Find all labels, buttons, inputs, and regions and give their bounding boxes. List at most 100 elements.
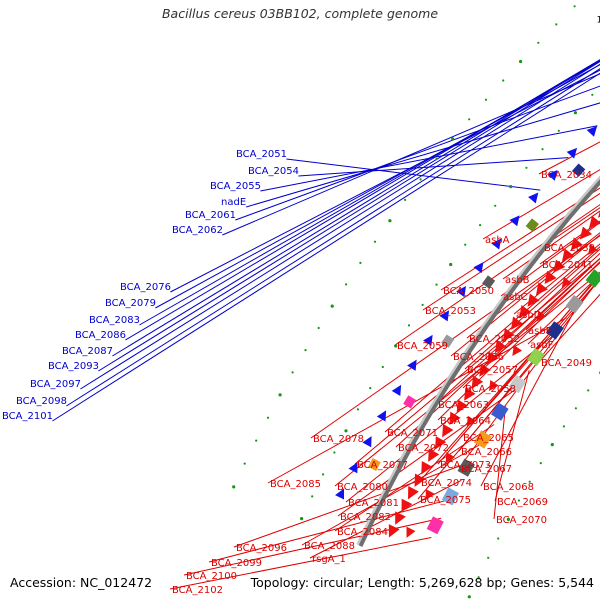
leader-line-left bbox=[286, 158, 541, 191]
leader-line-left bbox=[222, 73, 600, 236]
gene-label-right: BCA_2071 bbox=[387, 428, 438, 439]
gene-label-right: BCA_2059 bbox=[397, 341, 448, 352]
gene-box bbox=[403, 395, 417, 409]
tick-dot bbox=[266, 416, 270, 419]
gene-arrow bbox=[414, 473, 426, 487]
tick-labels: 1890 kbp1900 kbp1910 kbp1920 kbp1930 kbp… bbox=[597, 15, 600, 25]
leader-line-right bbox=[334, 424, 495, 532]
gene-box bbox=[441, 334, 455, 348]
leader-line-right bbox=[395, 257, 600, 448]
tick-dot bbox=[479, 224, 482, 227]
backbone-ring bbox=[358, 179, 600, 547]
gene-arrow bbox=[445, 452, 455, 464]
gene-label-right: rsgA_1 bbox=[312, 554, 346, 565]
gene-label-right: BCA_2056 bbox=[453, 352, 504, 363]
gene-label-left: BCA_2101 bbox=[2, 411, 53, 422]
tick-dot bbox=[356, 408, 359, 411]
gene-arrow bbox=[544, 270, 557, 284]
leader-line-right bbox=[527, 273, 600, 345]
leader-line-left bbox=[125, 59, 600, 341]
tick-dot bbox=[359, 261, 362, 264]
gene-box bbox=[585, 269, 600, 288]
gene-label-right: BCA_2099 bbox=[211, 558, 262, 569]
gene-box bbox=[525, 218, 539, 232]
gene-arrow bbox=[527, 293, 540, 307]
tick-dot bbox=[484, 98, 488, 101]
gene-label-left: BCA_2055 bbox=[210, 181, 261, 192]
gene-label-left: BCA_2079 bbox=[105, 298, 156, 309]
tick-dot bbox=[539, 462, 542, 465]
gene-label-left: BCA_2083 bbox=[89, 315, 140, 326]
gene-box bbox=[482, 275, 496, 289]
leader-line-left bbox=[98, 60, 600, 372]
gene-label-left: BCA_2054 bbox=[248, 166, 299, 177]
gene-label-left: nadE bbox=[221, 197, 246, 208]
gene-arrow bbox=[479, 363, 491, 377]
leader-line-right bbox=[233, 461, 473, 548]
gene-label-left: BCA_2061 bbox=[185, 210, 236, 221]
backbone bbox=[356, 175, 600, 547]
gene-arrow bbox=[587, 244, 599, 255]
gene-arrow bbox=[511, 316, 523, 330]
gene-box bbox=[490, 402, 509, 421]
leader-line-right bbox=[480, 300, 581, 487]
tick-dot bbox=[278, 393, 282, 397]
tick-dot bbox=[574, 407, 578, 410]
tick-dot bbox=[464, 243, 467, 246]
genome-title: Bacillus cereus 03BB102, complete genome bbox=[161, 6, 439, 21]
gene-arrow bbox=[376, 410, 387, 422]
tick-dot bbox=[311, 495, 314, 498]
gene-label-left: BCA_2098 bbox=[16, 396, 67, 407]
tick-dot bbox=[435, 283, 438, 286]
gene-box bbox=[368, 457, 381, 472]
gene-label-right: BCA_2068 bbox=[483, 482, 534, 493]
tick-dot bbox=[373, 240, 377, 243]
tick-dot bbox=[404, 198, 407, 201]
gene-arrow bbox=[487, 351, 499, 365]
leader-line-right bbox=[418, 283, 594, 483]
tick-dot bbox=[550, 443, 554, 447]
gene-label-right: BCA_2074 bbox=[421, 478, 472, 489]
tick-dot bbox=[333, 451, 336, 454]
gene-label-right: BCA_2084 bbox=[337, 527, 388, 538]
tick-dot bbox=[322, 473, 325, 476]
leader-line-left bbox=[235, 85, 600, 221]
tick-dot bbox=[494, 204, 497, 207]
tick-dot bbox=[541, 148, 544, 151]
gene-label-left: BCA_2076 bbox=[120, 282, 171, 293]
gene-arrow bbox=[456, 286, 467, 298]
leader-line-left bbox=[139, 60, 600, 326]
tick-dot bbox=[345, 283, 348, 286]
tick-dot bbox=[435, 158, 438, 161]
leader-line-right bbox=[384, 246, 600, 433]
gene-label-right: BCA_2058 bbox=[465, 384, 516, 395]
tick-dot bbox=[304, 349, 307, 352]
gene-arrow bbox=[388, 524, 400, 538]
gene-arrow bbox=[579, 226, 593, 240]
gene-arrow bbox=[553, 259, 566, 273]
gene-label-right: BCA_2050 bbox=[443, 286, 494, 297]
leader-line-right bbox=[513, 243, 600, 315]
gene-label-right: BCA_2067 bbox=[461, 464, 512, 475]
gene-label-left: BCA_2087 bbox=[62, 346, 113, 357]
gene-label-right: BCA_2082 bbox=[340, 512, 391, 523]
gene-arrow bbox=[449, 411, 461, 426]
gene-label-right: BCA_2072 bbox=[398, 443, 449, 454]
tick-dot bbox=[502, 79, 505, 82]
gene-arrow bbox=[435, 436, 447, 450]
leader-line-right bbox=[494, 370, 530, 502]
gene-arrow bbox=[489, 380, 499, 392]
gene-arrow bbox=[536, 310, 547, 322]
gene-box bbox=[473, 430, 492, 449]
tick-dot bbox=[407, 324, 411, 327]
gene-label-right: asbF bbox=[530, 340, 554, 351]
gene-box bbox=[441, 487, 460, 506]
leader-line-left bbox=[298, 157, 569, 177]
leader-line-right bbox=[334, 271, 600, 487]
tick-dot bbox=[509, 185, 513, 189]
gene-label-right: BCA_2064 bbox=[440, 416, 491, 427]
gene-arrow bbox=[491, 238, 502, 250]
gene-arrow bbox=[519, 304, 532, 319]
gene-arrow bbox=[407, 359, 417, 371]
